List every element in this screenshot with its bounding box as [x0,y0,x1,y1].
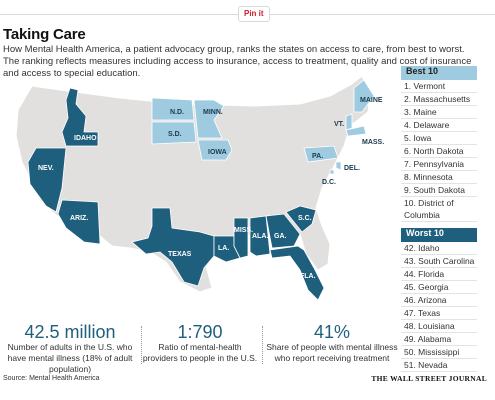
state-georgia [265,213,301,249]
stat-label: Share of people with mental illness who … [266,342,398,363]
list-item: 47. Texas [401,307,477,320]
label-nev: NEV. [38,165,54,172]
state-south-dakota [151,121,197,145]
list-item: 51. Nevada [401,359,477,372]
label-ariz: ARIZ. [70,215,88,222]
stat-adults: 42.5 million Number of adults in the U.S… [0,322,140,375]
list-item: 46. Arizona [401,294,477,307]
label-sc: S.C. [298,215,312,222]
worst-10-heading: Worst 10 [401,228,477,242]
list-item: 10. District of Columbia [401,197,477,222]
label-texas: TEXAS [168,251,192,258]
state-idaho [61,87,99,147]
list-item: 42. Idaho [401,242,477,255]
list-item: 1. Vermont [401,80,477,93]
state-dc [329,169,335,175]
label-nd: N.D. [170,109,184,116]
list-item: 50. Mississippi [401,346,477,359]
stat-value: 42.5 million [24,322,116,342]
label-pa: PA. [312,153,323,160]
list-item: 3. Maine [401,106,477,119]
best-states [151,79,375,175]
stat-value: 41% [313,322,351,342]
map-labels: N.D. MINN. S.D. IOWA PA. DEL. D.C. VT. M… [38,97,384,280]
list-item: 8. Minnesota [401,171,477,184]
list-item: 44. Florida [401,268,477,281]
list-item: 9. South Dakota [401,184,477,197]
worst-10-list: Worst 10 42. Idaho 43. South Carolina 44… [401,228,477,372]
stat-label: Ratio of mental-health providers to peop… [142,342,258,363]
label-ala: ALA. [252,233,268,240]
state-massachusetts [345,125,367,137]
label-ga: GA. [274,233,287,240]
label-iowa: IOWA [208,149,227,156]
stats-row: 42.5 million Number of adults in the U.S… [0,322,400,374]
wsj-logo: THE WALL STREET JOURNAL [371,374,487,383]
stat-treatment: 41% Share of people with mental illness … [264,322,400,364]
worst-states [27,87,325,301]
state-north-dakota [151,97,195,121]
state-vermont [345,113,353,131]
state-nevada [27,147,67,213]
best-10-heading: Best 10 [401,66,477,80]
list-item: 43. South Carolina [401,255,477,268]
state-maine [353,79,375,113]
state-texas [131,207,215,287]
stat-ratio: 1:790 Ratio of mental-health providers t… [140,322,260,364]
source-note: Source: Mental Health America [3,375,100,382]
stat-label: Number of adults in the U.S. who have me… [7,342,133,374]
pinterest-button[interactable]: Pin it [238,6,270,22]
state-mississippi [233,217,249,259]
chart-subtitle: How Mental Health America, a patient adv… [3,44,472,79]
list-item: 5. Iowa [401,132,477,145]
label-vt: VT. [334,121,344,128]
list-item: 7. Pennsylvania [401,158,477,171]
list-item: 45. Georgia [401,281,477,294]
stat-value: 1:790 [177,322,223,342]
best-10-list: Best 10 1. Vermont 2. Massachusetts 3. M… [401,66,477,222]
state-minnesota [193,99,225,139]
state-alabama [249,215,271,257]
state-iowa [197,139,233,161]
list-item: 48. Louisiana [401,320,477,333]
stat-divider [141,326,142,364]
label-del: DEL. [344,165,360,172]
list-item: 4. Delaware [401,119,477,132]
label-miss: MISS. [234,227,253,234]
list-item: 49. Alabama [401,333,477,346]
label-la: LA. [218,245,229,252]
label-dc: D.C. [322,179,336,186]
us-map: N.D. MINN. S.D. IOWA PA. DEL. D.C. VT. M… [15,75,384,301]
label-minn: MINN. [203,109,223,116]
stat-divider [262,326,263,364]
list-item: 6. North Dakota [401,145,477,158]
label-fla: FLA. [300,273,316,280]
state-south-carolina [285,205,317,233]
list-item: 2. Massachusetts [401,93,477,106]
label-mass: MASS. [362,139,384,146]
state-delaware [335,161,342,171]
label-maine: MAINE [360,97,383,104]
chart-title: Taking Care [3,26,86,43]
label-idaho: IDAHO [74,135,97,142]
state-arizona [57,199,101,245]
label-sd: S.D. [168,131,182,138]
state-pennsylvania [303,145,339,163]
state-florida [269,245,325,301]
